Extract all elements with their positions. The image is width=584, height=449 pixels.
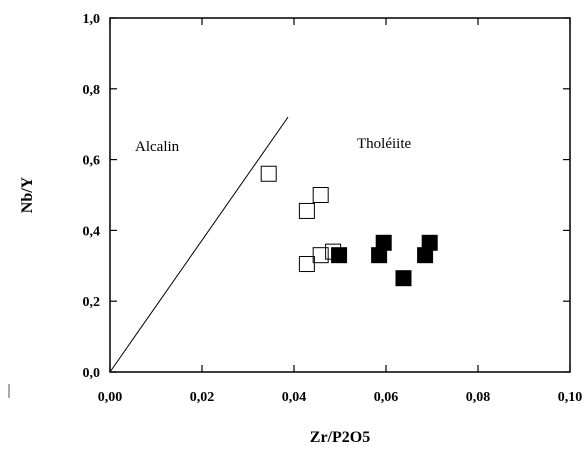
boundary-line — [109, 116, 289, 373]
filled-square-point — [331, 247, 348, 264]
open-square-point — [312, 187, 329, 203]
data-points — [260, 165, 438, 287]
open-square-point — [260, 165, 277, 182]
y-tick-label: 0,2 — [83, 295, 101, 310]
x-tick-label: 0,02 — [190, 390, 215, 405]
y-tick-label: 0,4 — [83, 224, 101, 239]
open-square-point — [312, 247, 329, 264]
x-tick-label: 0,00 — [98, 390, 123, 405]
x-tick-label: 0,06 — [374, 390, 399, 405]
region-label-tholeiite: Tholéiite — [357, 136, 411, 152]
x-axis-ticks: 0,00 0,02 0,04 0,06 0,08 0,10 — [98, 18, 583, 405]
x-axis-title: Zr/P2O5 — [310, 429, 370, 446]
filled-square-point — [375, 234, 392, 251]
y-tick-label: 0,6 — [83, 154, 101, 169]
region-label-alcalin: Alcalin — [135, 139, 180, 155]
y-axis-title: Nb/Y — [19, 176, 36, 213]
plot-frame — [109, 17, 571, 373]
y-tick-label: 1,0 — [83, 12, 101, 27]
open-square-point — [298, 202, 315, 219]
x-tick-label: 0,04 — [282, 390, 307, 405]
open-square-point — [298, 256, 315, 273]
y-tick-label: 0,0 — [83, 366, 101, 381]
filled-square-point — [395, 270, 412, 287]
x-tick-label: 0,08 — [466, 390, 491, 405]
y-tick-label: 0,8 — [83, 83, 101, 98]
y-axis-ticks: 0,0 0,2 0,4 0,6 0,8 1,0 — [83, 12, 570, 381]
filled-square-point — [421, 234, 438, 251]
x-tick-label: 0,10 — [558, 390, 583, 405]
